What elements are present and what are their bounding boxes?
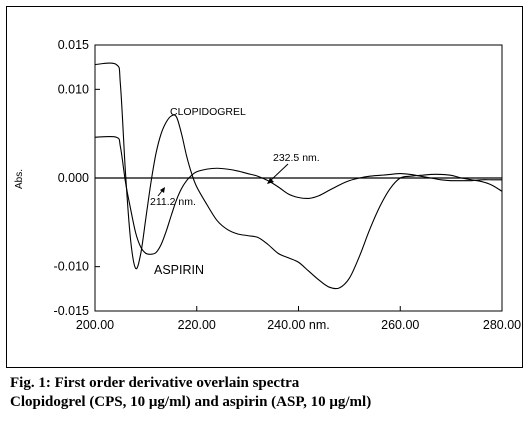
arrow-232 [267, 163, 289, 184]
y-tick-label: -0.010 [54, 260, 89, 274]
caption-line-2: Clopidogrel (CPS, 10 μg/ml) and aspirin … [10, 394, 372, 410]
y-axis-label: Abs. [14, 169, 25, 189]
aspirin-label: ASPIRIN [154, 263, 204, 277]
x-tick-label: 240.00 nm. [267, 318, 330, 332]
figure-frame [6, 6, 523, 368]
x-tick-label: 200.00 [76, 318, 114, 332]
y-tick-label: 0.000 [58, 171, 89, 185]
series-line-clopidogrel [94, 62, 503, 290]
series-group [94, 62, 503, 290]
y-tick-label: -0.015 [54, 304, 89, 318]
x-axis-ticks: 200.00 220.00 240.00 nm. 260.00 280.00 [76, 306, 521, 332]
clopidogrel-label: CLOPIDOGREL [170, 106, 246, 118]
y-tick-label: 0.015 [58, 38, 89, 52]
isosbestic-label-211: 211.2 nm. [150, 196, 196, 208]
x-tick-label: 260.00 [381, 318, 419, 332]
x-tick-label: 280.00 [483, 318, 521, 332]
derivative-spectra-chart: 0.015 0.010 0.000 -0.010 -0.015 200.00 220.00… [14, 38, 521, 332]
y-tick-label: 0.010 [58, 82, 89, 96]
isosbestic-label-232: 232.5 nm. [273, 152, 320, 164]
caption-line-1: Fig. 1: First order derivative overlain … [10, 375, 300, 391]
y-axis-ticks: 0.015 0.010 0.000 -0.010 -0.015 [54, 38, 100, 318]
x-tick-label: 220.00 [178, 318, 216, 332]
arrow-211 [157, 187, 165, 197]
series-line-aspirin [94, 135, 502, 255]
figure-caption: Fig. 1: First order derivative overlain … [10, 374, 525, 412]
